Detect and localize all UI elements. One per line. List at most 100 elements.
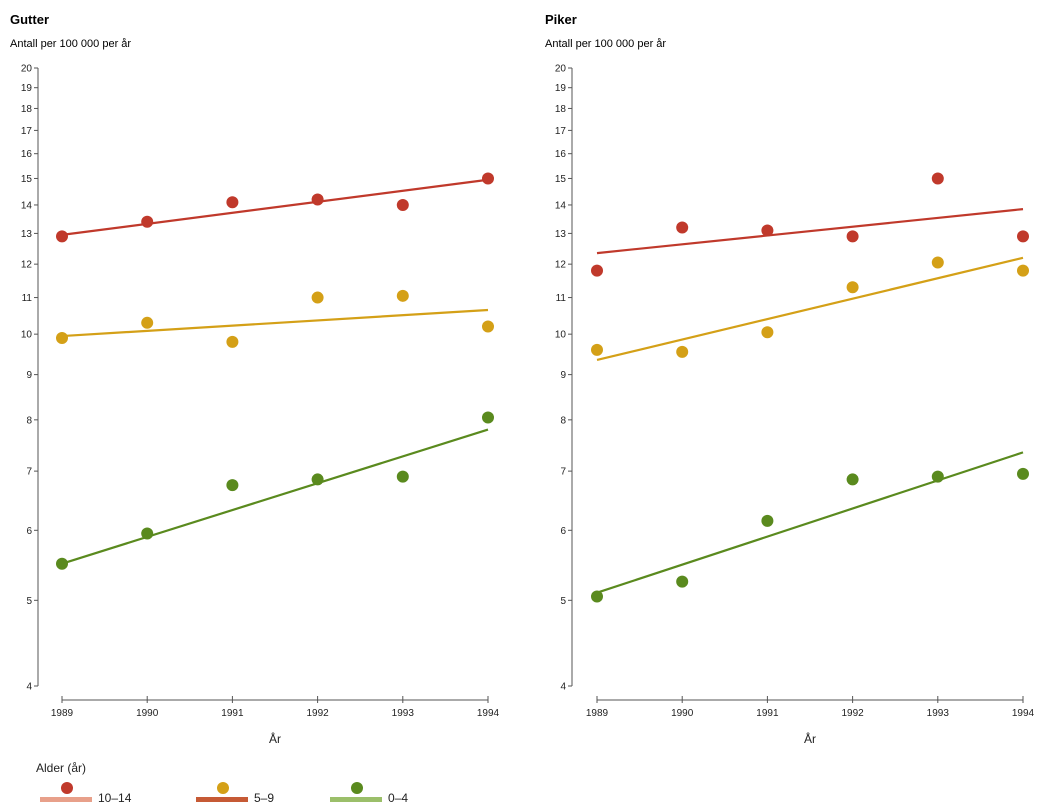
legend-label: 0–4 bbox=[388, 791, 408, 803]
y-tick-label: 11 bbox=[22, 293, 33, 304]
legend-swatch-line bbox=[196, 797, 248, 802]
chart-panel-left: 4 5 6 7 8 9 10 11 12 13 14 15 16 17 18 19 20 1989 1990 1991… bbox=[21, 64, 500, 747]
data-point bbox=[591, 590, 603, 603]
data-point bbox=[396, 289, 409, 302]
x-tick-label: 1989 bbox=[51, 708, 74, 719]
data-point bbox=[482, 320, 494, 333]
legend-title: Alder (år) bbox=[36, 761, 86, 775]
y-tick-label: 6 bbox=[560, 526, 566, 537]
y-tick-label: 10 bbox=[21, 330, 33, 341]
data-point bbox=[56, 557, 68, 570]
y-tick-label: 8 bbox=[560, 415, 566, 426]
y-tick-label: 12 bbox=[21, 260, 33, 271]
legend-items: 10–14 5–9 0–4 bbox=[40, 782, 408, 803]
y-tick-label: 14 bbox=[555, 200, 567, 211]
trend-line-0–4 bbox=[61, 428, 489, 565]
y-tick-label: 7 bbox=[26, 467, 32, 478]
data-point bbox=[226, 196, 239, 209]
data-point bbox=[931, 470, 944, 483]
data-point bbox=[141, 527, 154, 540]
y-tick-label: 4 bbox=[560, 682, 566, 693]
data-point bbox=[396, 198, 409, 211]
data-point bbox=[761, 224, 774, 237]
trend-line-10–14 bbox=[61, 178, 489, 236]
y-tick-label: 9 bbox=[560, 370, 566, 381]
x-tick-label: 1994 bbox=[477, 708, 500, 719]
y-tick-label: 20 bbox=[555, 64, 567, 75]
data-point bbox=[396, 470, 409, 483]
legend-label: 10–14 bbox=[98, 791, 132, 803]
data-point bbox=[931, 256, 944, 269]
y-tick-label: 10 bbox=[555, 330, 567, 341]
data-point bbox=[311, 473, 324, 486]
legend-swatch-dot bbox=[351, 782, 363, 794]
data-point bbox=[226, 479, 239, 492]
legend-label: 5–9 bbox=[254, 791, 274, 803]
y-tick-label: 17 bbox=[21, 126, 33, 137]
y-tick-label: 13 bbox=[21, 229, 33, 240]
y-tick-label: 5 bbox=[560, 596, 566, 607]
data-point bbox=[591, 343, 603, 356]
data-point bbox=[482, 411, 494, 424]
y-tick-label: 16 bbox=[21, 149, 33, 160]
data-point bbox=[226, 335, 239, 348]
data-point bbox=[141, 215, 154, 228]
data-point bbox=[1017, 467, 1029, 480]
data-point bbox=[311, 193, 324, 206]
x-axis-title: År bbox=[269, 731, 281, 746]
y-tick-label: 4 bbox=[26, 682, 32, 693]
panel-title-right: Piker bbox=[545, 12, 577, 27]
panel-title-left: Gutter bbox=[10, 12, 49, 27]
y-tick-label: 13 bbox=[555, 229, 567, 240]
trend-line-0–4 bbox=[596, 451, 1024, 594]
y-tick-label: 15 bbox=[21, 174, 33, 185]
legend-swatch-line bbox=[330, 797, 382, 802]
y-tick-label: 19 bbox=[21, 83, 33, 94]
panel-subtitle-left: Antall per 100 000 per år bbox=[10, 38, 131, 50]
data-point bbox=[1017, 230, 1029, 243]
x-axis-title: År bbox=[804, 731, 816, 746]
x-tick-label: 1989 bbox=[586, 708, 609, 719]
data-point bbox=[846, 473, 859, 486]
y-tick-label: 15 bbox=[555, 174, 567, 185]
data-point bbox=[931, 172, 944, 185]
trend-line-5–9 bbox=[596, 256, 1024, 362]
data-point bbox=[846, 281, 859, 294]
y-tick-label: 17 bbox=[555, 126, 567, 137]
panel-subtitle-right: Antall per 100 000 per år bbox=[545, 38, 666, 50]
data-point bbox=[482, 172, 494, 185]
y-tick-label: 11 bbox=[556, 293, 567, 304]
data-point bbox=[141, 316, 154, 329]
y-tick-label: 12 bbox=[555, 260, 567, 271]
data-point bbox=[761, 514, 774, 527]
y-tick-label: 6 bbox=[26, 526, 32, 537]
x-tick-label: 1993 bbox=[927, 708, 950, 719]
data-point bbox=[311, 291, 324, 304]
y-tick-label: 16 bbox=[555, 149, 567, 160]
data-point bbox=[846, 230, 859, 243]
legend-swatch-dot bbox=[61, 782, 73, 794]
trend-line-10–14 bbox=[596, 207, 1024, 255]
y-tick-label: 19 bbox=[555, 83, 567, 94]
x-tick-label: 1991 bbox=[221, 708, 244, 719]
y-tick-label: 18 bbox=[21, 104, 33, 115]
y-tick-label: 5 bbox=[26, 596, 32, 607]
data-point bbox=[1017, 264, 1029, 277]
x-tick-label: 1992 bbox=[306, 708, 329, 719]
y-tick-label: 8 bbox=[26, 415, 32, 426]
x-tick-label: 1992 bbox=[841, 708, 864, 719]
x-tick-label: 1990 bbox=[671, 708, 694, 719]
y-tick-label: 20 bbox=[21, 64, 33, 75]
data-point bbox=[676, 221, 689, 234]
y-tick-label: 14 bbox=[21, 200, 33, 211]
data-point bbox=[56, 332, 68, 345]
data-point bbox=[761, 326, 774, 339]
x-tick-label: 1993 bbox=[392, 708, 415, 719]
trend-line-5–9 bbox=[61, 308, 489, 338]
y-tick-label: 9 bbox=[26, 370, 32, 381]
x-tick-label: 1991 bbox=[756, 708, 779, 719]
legend-swatch-dot bbox=[217, 782, 229, 794]
legend: Alder (år) 10–14 5–9 0–4 bbox=[36, 761, 408, 803]
legend-swatch-line bbox=[40, 797, 92, 802]
